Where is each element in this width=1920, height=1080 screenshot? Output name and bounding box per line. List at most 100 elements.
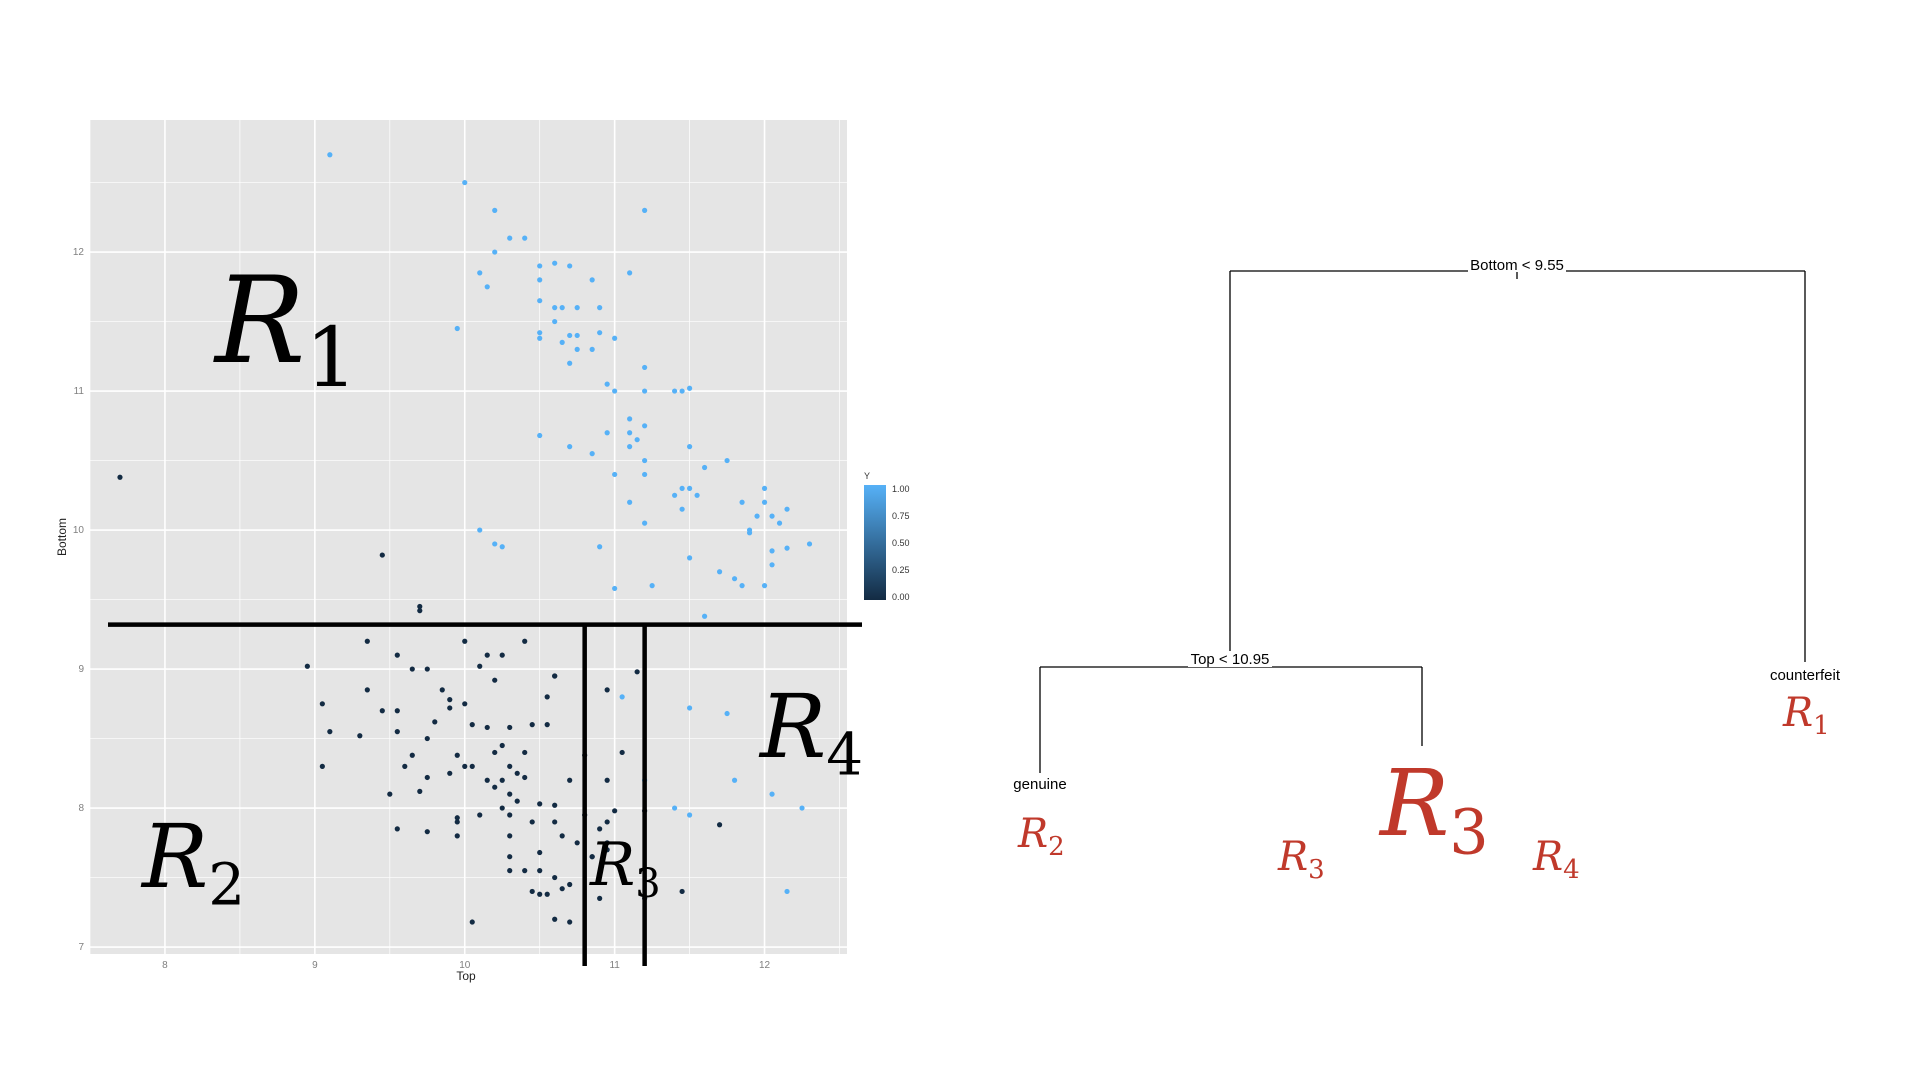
point-y1: [769, 562, 775, 568]
point-y1: [627, 444, 633, 450]
point-y1: [761, 499, 768, 505]
point-y1: [687, 444, 693, 450]
point-y1: [537, 330, 543, 336]
scatter-region-label: R2: [140, 805, 245, 919]
point-y0: [304, 663, 310, 669]
point-y1: [724, 710, 730, 717]
point-y0: [364, 687, 370, 693]
point-y1: [612, 585, 618, 592]
x-tick-label: 9: [312, 960, 318, 971]
point-y0: [364, 638, 370, 644]
point-y0: [507, 791, 513, 797]
scatter-region-label: R4: [758, 675, 863, 789]
point-y0: [469, 919, 475, 925]
point-y1: [784, 506, 790, 512]
point-y0: [447, 770, 453, 776]
point-y1: [761, 583, 768, 589]
root-split-label: Bottom < 9.55: [1470, 257, 1564, 274]
point-y1: [567, 444, 573, 450]
point-y0: [507, 812, 513, 818]
point-y1: [612, 388, 618, 394]
point-y1: [642, 388, 648, 394]
scatter-region-label: R3: [589, 830, 661, 907]
point-y0: [417, 608, 423, 614]
point-y1: [769, 513, 775, 519]
y-tick-label: 10: [73, 525, 85, 536]
leaf-counterfeit: counterfeit: [1770, 667, 1841, 684]
point-y1: [642, 207, 648, 213]
point-y0: [319, 763, 325, 769]
point-y0: [522, 638, 528, 644]
y-tick-label: 9: [78, 664, 84, 675]
point-y0: [424, 666, 430, 672]
point-y1: [604, 430, 610, 436]
y-tick-label: 8: [78, 803, 84, 814]
legend-tick: 1.00: [892, 484, 910, 494]
point-y0: [462, 763, 468, 769]
point-y0: [559, 833, 565, 839]
point-y0: [544, 722, 550, 728]
point-y0: [552, 819, 558, 825]
point-y1: [552, 260, 558, 266]
point-y1: [559, 339, 565, 345]
point-y0: [589, 854, 595, 860]
point-y1: [612, 471, 618, 478]
point-y1: [567, 360, 573, 366]
point-y0: [529, 819, 535, 825]
point-y0: [402, 763, 408, 769]
legend-tick: 0.50: [892, 538, 910, 548]
point-y0: [537, 849, 543, 856]
point-y0: [544, 694, 550, 700]
point-y0: [469, 763, 475, 769]
root-label-bg: [1468, 256, 1566, 272]
point-y0: [507, 868, 513, 874]
point-y1: [492, 541, 498, 547]
point-y1: [597, 330, 603, 336]
point-y0: [567, 881, 573, 888]
x-tick-label: 8: [162, 960, 168, 971]
point-y1: [537, 432, 543, 439]
point-y1: [627, 499, 633, 505]
point-y0: [447, 705, 453, 711]
tree-region-label: R2: [1017, 811, 1065, 862]
point-y1: [619, 694, 625, 700]
point-y0: [507, 724, 513, 731]
point-y0: [492, 749, 498, 756]
point-y1: [769, 791, 775, 797]
y-tick-label: 7: [78, 942, 84, 953]
tree-region-label: R4: [1532, 834, 1580, 885]
point-y0: [507, 833, 513, 839]
point-y1: [537, 335, 543, 341]
point-y1: [597, 305, 603, 311]
point-y0: [432, 719, 438, 725]
point-y1: [522, 235, 528, 241]
point-y1: [462, 179, 468, 186]
point-y0: [469, 722, 475, 728]
point-y1: [679, 388, 685, 394]
point-y0: [492, 677, 498, 683]
point-y1: [537, 263, 543, 269]
point-y1: [642, 520, 648, 526]
point-y1: [687, 485, 693, 491]
point-y1: [746, 530, 753, 536]
point-y1: [642, 471, 648, 478]
x-axis-title: Top: [456, 969, 476, 983]
legend-tick: 0.00: [892, 592, 910, 602]
tree-region-labels: R1 R2 R3 R3 R4: [1017, 690, 1830, 885]
y-tick-label: 12: [73, 247, 85, 258]
point-y0: [424, 735, 430, 742]
point-y0: [716, 822, 723, 828]
point-y0: [514, 798, 520, 804]
point-y1: [784, 545, 790, 551]
point-y1: [739, 583, 745, 589]
point-y0: [379, 552, 385, 558]
point-y1: [694, 492, 700, 498]
point-y1: [739, 499, 745, 505]
point-y1: [627, 270, 633, 276]
point-y1: [484, 284, 490, 290]
partition-lines: [108, 622, 862, 966]
point-y1: [574, 332, 580, 339]
point-y0: [559, 886, 565, 892]
point-y0: [522, 774, 528, 781]
point-y0: [679, 888, 685, 895]
